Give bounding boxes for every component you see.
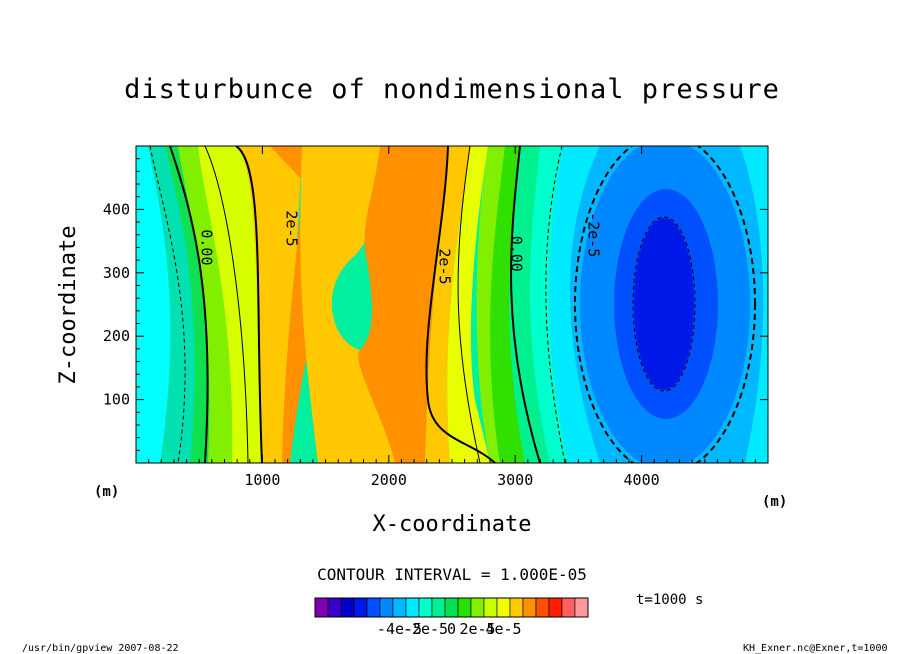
colorbar-swatch — [496, 597, 511, 618]
colorbar-swatch — [535, 597, 550, 618]
colorbar-frame — [314, 597, 589, 618]
colorbar-swatch — [470, 597, 485, 618]
colorbar-swatch — [379, 597, 394, 618]
axes: 1000 2000 3000 4000 100 200 300 400 — [103, 146, 768, 489]
chart-title: disturbunce of nondimensional pressure — [124, 74, 780, 105]
colorbar-swatch — [574, 597, 589, 618]
colorbar-swatch — [457, 597, 472, 618]
colorbar-swatch — [340, 597, 355, 618]
contour-label: 2e-5 — [282, 210, 300, 246]
x-tick-label: 4000 — [624, 471, 660, 489]
colorbar-swatch — [366, 597, 381, 618]
colorbar-swatch — [509, 597, 524, 618]
colorbar-swatch — [483, 597, 498, 618]
colorbar-swatch — [327, 597, 342, 618]
contour-labels: 0.00 2e-5 2e-5 0.00 -2e-5 — [198, 210, 603, 284]
colorbar-tick-label: 0 — [447, 620, 456, 638]
y-tick-label: 200 — [103, 327, 130, 345]
colorbar-swatch — [418, 597, 433, 618]
contour-label: 2e-5 — [435, 248, 453, 284]
y-axis-label: Z-coordinate — [56, 225, 81, 385]
x-tick-label: 1000 — [244, 471, 280, 489]
filled-contours — [136, 146, 768, 463]
colorbar-swatch — [314, 597, 329, 618]
x-axis-label: X-coordinate — [372, 512, 532, 537]
x-unit-label: (m) — [94, 484, 120, 500]
contour-label: 0.00 — [507, 236, 525, 272]
contour-interval: CONTOUR INTERVAL = 1.000E-05 — [317, 565, 587, 584]
colorbar-swatch — [392, 597, 407, 618]
footer-left: /usr/bin/gpview 2007-08-22 — [22, 643, 179, 654]
colorbar-swatch — [444, 597, 459, 618]
colorbar-tick-label: 2e-5 — [459, 620, 495, 638]
y-tick-label: 100 — [103, 391, 130, 409]
x-tick-label: 3000 — [497, 471, 533, 489]
footer-right: KH_Exner.nc@Exner,t=1000 — [743, 643, 888, 654]
y-unit-label: (m) — [762, 494, 788, 510]
colorbar-swatch — [405, 597, 420, 618]
colorbar-swatch — [548, 597, 563, 618]
colorbar-tick-label: 4e-5 — [485, 620, 521, 638]
contour-label: 0.00 — [198, 229, 216, 265]
colorbar-tick-label: -4e-5 — [377, 620, 422, 638]
contour-label: -2e-5 — [585, 212, 603, 257]
x-tick-label: 2000 — [371, 471, 407, 489]
colorbar-tick-label: -2e-5 — [403, 620, 448, 638]
y-tick-label: 300 — [103, 264, 130, 282]
colorbar: -4e-5-2e-50 2e-54e-5 — [314, 597, 589, 638]
time-label: t=1000 s — [636, 592, 704, 608]
y-tick-label: 400 — [103, 200, 130, 218]
colorbar-swatch — [431, 597, 446, 618]
colorbar-swatch — [561, 597, 576, 618]
colorbar-swatch — [522, 597, 537, 618]
colorbar-swatch — [353, 597, 368, 618]
